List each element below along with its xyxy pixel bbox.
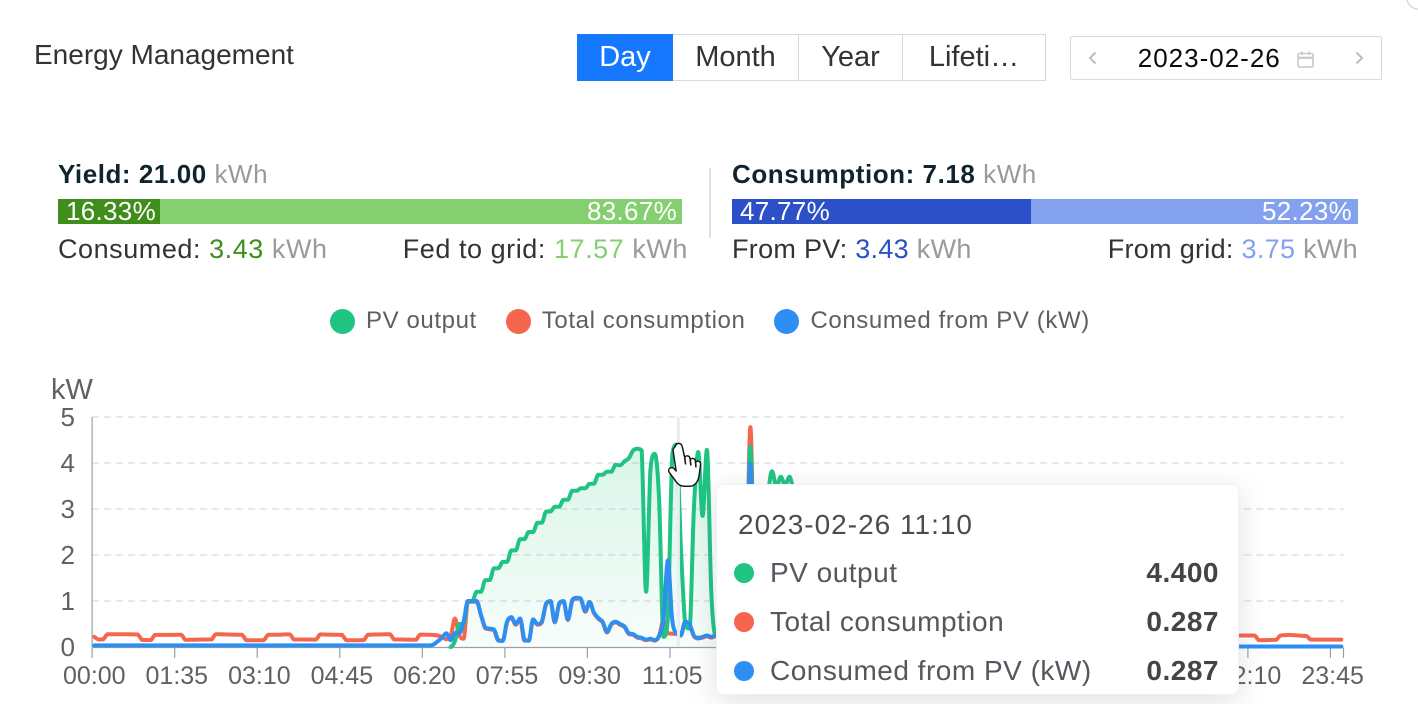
svg-text:3: 3 (61, 494, 75, 524)
svg-text:01:35: 01:35 (146, 662, 209, 690)
svg-text:2: 2 (61, 540, 75, 570)
svg-text:07:55: 07:55 (476, 662, 539, 690)
svg-text:06:20: 06:20 (393, 662, 456, 690)
svg-text:5: 5 (61, 402, 75, 432)
svg-text:04:45: 04:45 (311, 662, 374, 690)
svg-text:11:05: 11:05 (642, 662, 703, 690)
svg-text:23:45: 23:45 (1301, 662, 1364, 690)
svg-text:03:10: 03:10 (228, 662, 291, 690)
svg-text:09:30: 09:30 (558, 662, 621, 690)
svg-text:4: 4 (61, 448, 75, 478)
svg-text:1: 1 (61, 586, 75, 616)
svg-text:00:00: 00:00 (63, 662, 126, 690)
svg-text:kW: kW (51, 374, 94, 406)
svg-text:0: 0 (61, 632, 75, 662)
